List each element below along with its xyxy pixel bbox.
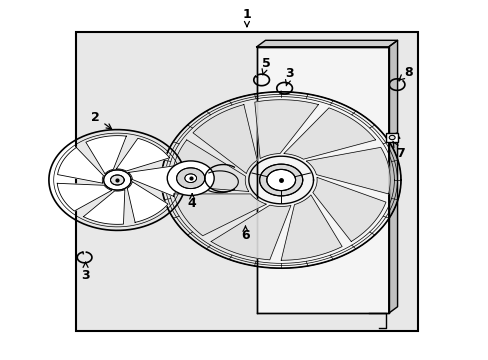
Circle shape	[259, 164, 302, 196]
Polygon shape	[211, 205, 290, 260]
Text: 4: 4	[187, 194, 196, 210]
Polygon shape	[83, 190, 124, 224]
Polygon shape	[57, 183, 112, 211]
Text: 2: 2	[91, 111, 111, 129]
Polygon shape	[58, 148, 103, 183]
Polygon shape	[193, 104, 257, 174]
Polygon shape	[127, 182, 168, 222]
Circle shape	[388, 135, 394, 140]
Text: 3: 3	[81, 262, 90, 282]
Text: 3: 3	[285, 67, 294, 86]
Polygon shape	[388, 40, 397, 313]
Polygon shape	[128, 166, 177, 196]
Polygon shape	[254, 100, 318, 158]
Bar	[386, 133, 397, 142]
Circle shape	[184, 174, 196, 183]
Text: 1: 1	[242, 8, 251, 27]
Text: 7: 7	[392, 141, 404, 159]
Polygon shape	[281, 195, 342, 260]
Circle shape	[167, 161, 214, 195]
Polygon shape	[305, 147, 389, 194]
Bar	[76, 32, 417, 331]
Polygon shape	[283, 108, 375, 159]
Polygon shape	[86, 136, 126, 174]
Circle shape	[176, 168, 204, 189]
Polygon shape	[256, 40, 397, 47]
Polygon shape	[116, 138, 169, 171]
Polygon shape	[312, 177, 385, 242]
Bar	[256, 47, 388, 313]
Text: 6: 6	[241, 226, 249, 242]
Circle shape	[103, 170, 131, 190]
Polygon shape	[172, 140, 248, 192]
Polygon shape	[173, 194, 266, 236]
Circle shape	[266, 170, 295, 190]
Circle shape	[110, 175, 124, 185]
Text: 8: 8	[398, 66, 412, 80]
Text: 5: 5	[262, 57, 270, 75]
